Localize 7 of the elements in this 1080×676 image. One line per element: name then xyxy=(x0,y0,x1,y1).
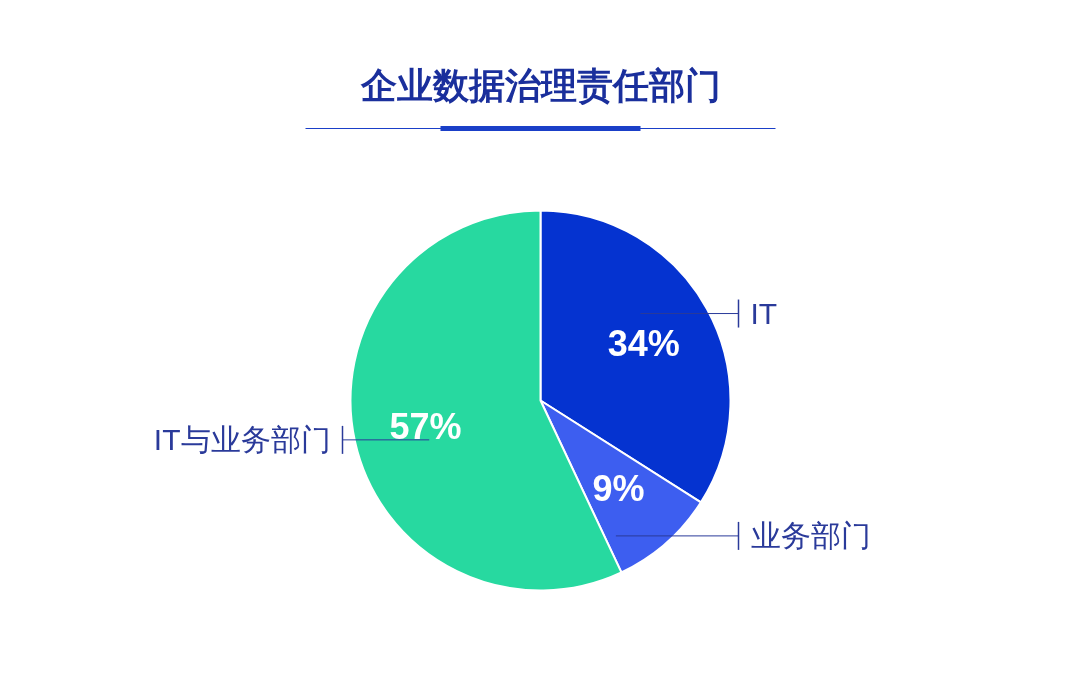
slice-label: IT与业务部门 xyxy=(153,423,331,457)
slice-label: 业务部门 xyxy=(750,519,871,553)
data-label: 57% xyxy=(389,405,462,447)
data-label: 34% xyxy=(607,323,680,365)
slice-label: IT xyxy=(750,297,778,331)
chart-title: 企业数据治理责任部门 xyxy=(359,65,721,106)
data-label: 9% xyxy=(592,468,645,510)
